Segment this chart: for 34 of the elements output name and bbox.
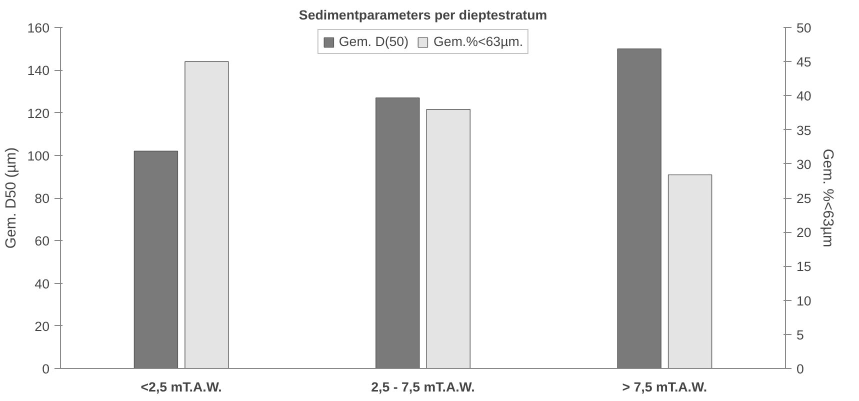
y2-tick-label: 5 (796, 327, 804, 342)
legend-label: Gem. D(50) (338, 34, 409, 49)
bar (184, 61, 229, 368)
y2-tick-label: 0 (796, 362, 804, 376)
y2-tick-label: 20 (796, 225, 812, 240)
y-tick-label: 140 (27, 63, 50, 78)
y-tick-label: 160 (27, 20, 50, 36)
y2-tick-label: 40 (796, 88, 812, 104)
y-tick-label: 60 (34, 234, 50, 249)
chart-title: Sedimentparameters per dieptestratum (298, 8, 548, 22)
y-axis-title: Gem. D50 (µm) (3, 147, 20, 249)
y-tick-label: 80 (34, 191, 50, 206)
y-tick-label: 20 (34, 318, 50, 334)
y2-tick-label: 50 (796, 20, 812, 36)
y2-tick-label: 15 (796, 259, 812, 274)
bar (376, 97, 420, 368)
bar (134, 150, 178, 368)
y2-axis-title: Gem. %<63µm (819, 148, 836, 248)
y2-tick-label: 45 (796, 54, 812, 70)
y2-tick-label: 30 (796, 156, 812, 172)
x-tick-label: 2,5 - 7,5 mT.A.W. (371, 380, 475, 394)
y2-tick-label: 35 (796, 122, 812, 138)
bar (617, 48, 662, 368)
y2-tick-label: 25 (796, 191, 812, 206)
legend-label: Gem.%<63µm. (434, 34, 524, 49)
y-tick-label: 120 (27, 106, 50, 121)
x-tick-label: <2,5 mT.A.W. (140, 380, 222, 394)
y-tick-label: 0 (42, 362, 50, 376)
y-tick-label: 40 (34, 276, 50, 292)
bar (426, 108, 470, 368)
bar (668, 174, 712, 368)
x-tick-label: > 7,5 mT.A.W. (622, 380, 708, 394)
y2-tick-label: 10 (796, 293, 812, 308)
y-tick-label: 100 (27, 148, 50, 164)
